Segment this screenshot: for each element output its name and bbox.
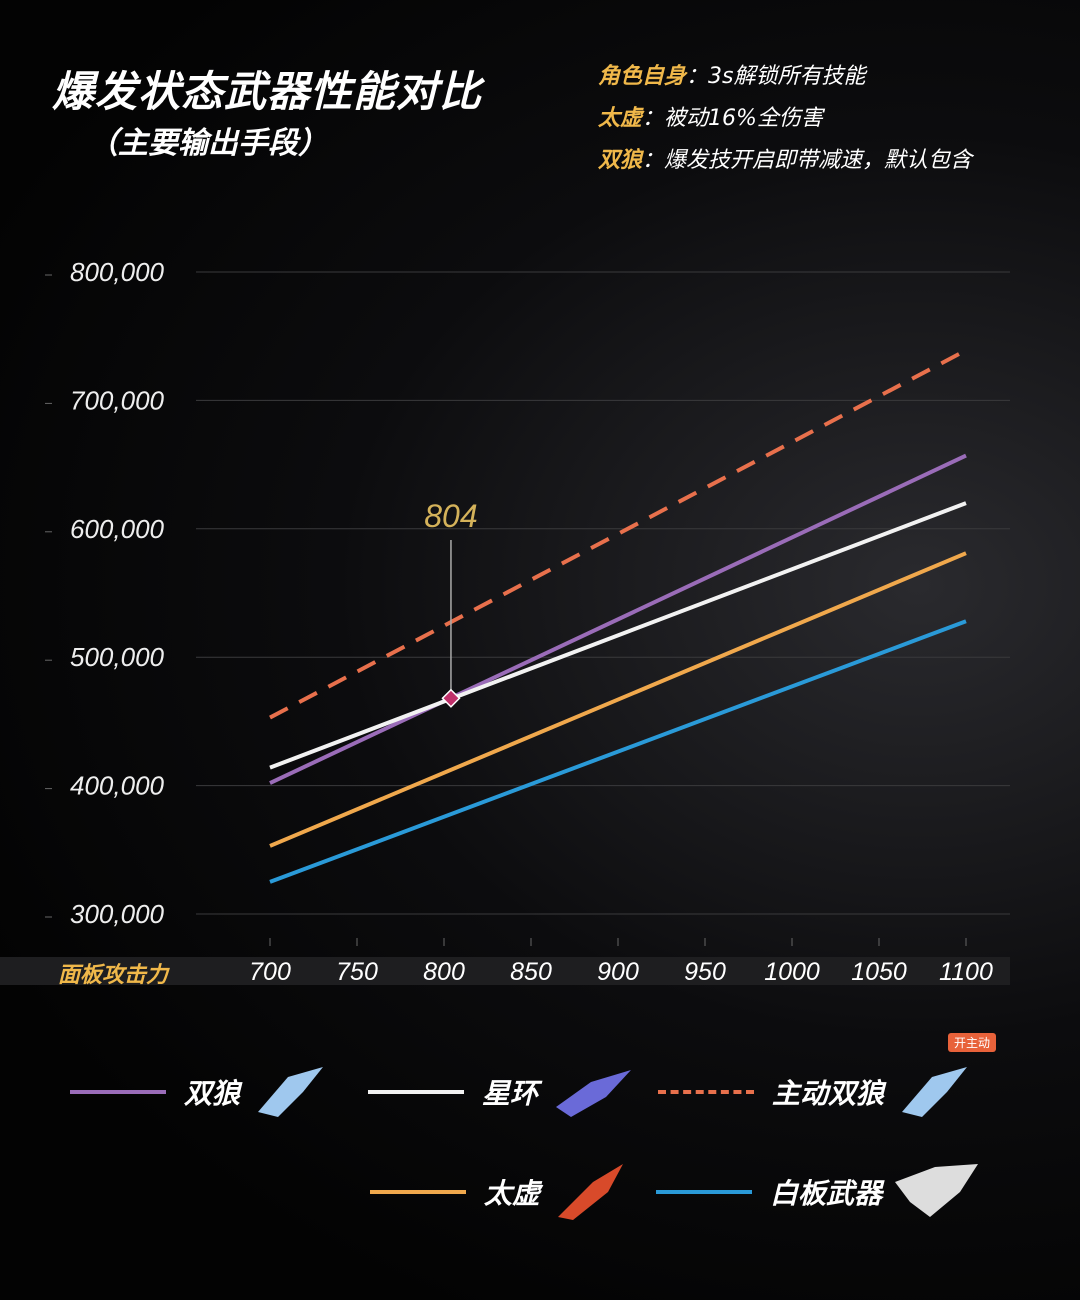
- x-tick-label: 800: [423, 958, 465, 986]
- x-tick-label: 900: [597, 958, 639, 986]
- weapon-icon: [258, 1067, 324, 1117]
- note-key: 双狼: [598, 148, 643, 173]
- annotation-label: 804: [424, 498, 477, 534]
- legend-label: 双狼: [184, 1077, 241, 1110]
- y-tick-label: 500,000: [70, 642, 165, 672]
- x-axis-label: 面板攻击力: [58, 963, 169, 988]
- y-tick-label: 600,000: [70, 514, 165, 544]
- note-text: ：3s解锁所有技能: [686, 64, 866, 89]
- series-line-1: [269, 501, 967, 770]
- series-line-3: [269, 551, 967, 848]
- x-tick-label: 700: [249, 958, 291, 986]
- legend-swatch: [658, 1090, 754, 1094]
- note-2: 双狼：爆发技开启即带减速，默认包含: [598, 140, 972, 182]
- x-tick-label: 1100: [939, 958, 993, 986]
- legend-swatch: [70, 1090, 166, 1094]
- legend-label: 太虚: [484, 1177, 541, 1210]
- legend-swatch: [370, 1190, 466, 1194]
- note-key: 角色自身: [598, 64, 687, 89]
- weapon-icon: [902, 1067, 968, 1117]
- y-tick-label: 300,000: [70, 899, 165, 929]
- legend-item-zhudong-shuanglang: 主动双狼: [658, 1062, 972, 1122]
- note-key: 太虚: [598, 106, 643, 131]
- legend-item-taixu: 太虚: [370, 1162, 628, 1222]
- x-tick-label: 1000: [764, 958, 820, 986]
- legend-swatch: [368, 1090, 464, 1094]
- note-1: 太虚：被动16%全伤害: [598, 98, 972, 140]
- y-tick-label: 800,000: [70, 257, 165, 287]
- annotation-marker: [441, 688, 461, 708]
- y-tick-label: 700,000: [70, 385, 165, 415]
- note-0: 角色自身：3s解锁所有技能: [598, 56, 972, 98]
- x-tick-label: 850: [510, 958, 552, 986]
- legend-label: 星环: [482, 1077, 539, 1110]
- chart-title: 爆发状态武器性能对比: [52, 67, 483, 116]
- y-tick-label: 400,000: [70, 771, 165, 801]
- x-axis-band: [0, 957, 1010, 985]
- weapon-icon: [556, 1070, 632, 1117]
- weapon-icon: [558, 1164, 624, 1220]
- series-line-0: [269, 453, 967, 785]
- note-text: ：爆发技开启即带减速，默认包含: [642, 148, 973, 173]
- legend-swatch: [656, 1190, 752, 1194]
- legend-label: 白板武器: [770, 1177, 883, 1210]
- active-badge: 开主动: [948, 1033, 997, 1052]
- series-line-4: [269, 619, 967, 884]
- x-tick-label: 750: [336, 958, 378, 986]
- notes: 角色自身：3s解锁所有技能 太虚：被动16%全伤害 双狼：爆发技开启即带减速，默…: [598, 56, 972, 182]
- x-tick-label: 1050: [851, 958, 907, 986]
- legend-item-xinghuan: 星环: [368, 1062, 636, 1122]
- legend-label: 主动双狼: [772, 1077, 885, 1110]
- legend-item-shuanglang: 双狼: [70, 1062, 328, 1122]
- legend-item-baiban: 白板武器: [656, 1162, 980, 1222]
- x-tick-label: 950: [684, 958, 726, 986]
- note-text: ：被动16%全伤害: [642, 106, 823, 131]
- chart-subtitle: （主要输出手段）: [88, 126, 328, 161]
- weapon-icon: [895, 1164, 979, 1217]
